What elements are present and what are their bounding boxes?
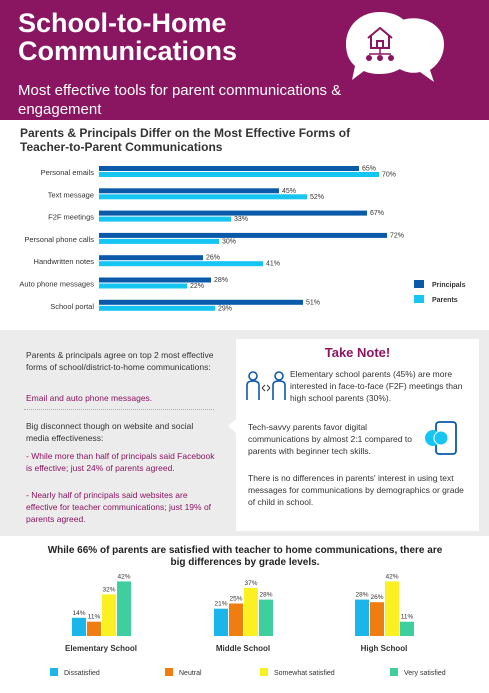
chart2-category-label: High School [361,644,408,653]
chart1-title: Parents & Principals Differ on the Most … [20,126,351,154]
chart2-legend-label: Very satisfied [404,670,446,677]
divider [24,409,214,410]
chart2-data-label: 25% [229,596,242,603]
chart1-category-label: School portal [50,302,94,311]
chart2-title: While 66% of parents are satisfied with … [47,545,443,568]
chart1-legend-label: Parents [432,297,458,304]
disconnect-point-2: - Nearly half of principals said website… [26,490,212,524]
page-title: School-to-Home Communications [18,8,238,66]
chart1-category-label: Personal emails [41,168,95,177]
chart2-legend-swatch [50,668,58,676]
chart2-bar-somewhat-satisfied [102,594,116,636]
chart2-category-label: Middle School [216,644,270,653]
chart1-bar-parents [99,194,307,200]
chart1-data-label: 67% [370,210,384,217]
chart1-bar-principals [99,277,211,283]
chart1-data-label: 30% [222,238,236,245]
chart1-data-label: 28% [214,277,228,284]
chart2-legend-label: Somewhat satisfied [274,670,335,677]
chart1-category-label: Auto phone messages [19,280,94,289]
two-people-exchange-icon [246,371,286,400]
chart1-bar-principals [99,232,387,238]
chart2-data-label: 28% [355,592,368,599]
chart2-legend-swatch [165,668,173,676]
chart2-grouped-bar: 14%11%32%42%Elementary School21%25%37%28… [50,573,446,677]
chart2-legend-label: Dissatisfied [64,670,100,677]
note-title: Take Note! [324,345,391,360]
chart2-data-label: 11% [88,614,101,621]
chart2-data-label: 14% [72,610,85,617]
disconnect-text: Big disconnect though on website and soc… [26,421,194,443]
chart2-data-label: 37% [244,580,257,587]
chart2-bar-dissatisfied [214,608,228,636]
chart2-bar-neutral [370,602,384,636]
chart1-bar-parents [99,305,215,311]
chart1-bar-parents [99,216,231,222]
chart1-data-label: 70% [382,172,396,179]
chart2-data-label: 21% [214,601,227,608]
chart2-data-label: 42% [385,573,398,580]
chart1-bar-principals [99,255,203,261]
agree-text: Parents & principals agree on top 2 most… [26,350,214,372]
chart1-legend-swatch [414,295,424,303]
chart1-bar-parents [99,283,187,289]
chart2-data-label: 11% [401,614,414,621]
chart1-data-label: 45% [282,188,296,195]
chart1-category-label: F2F meetings [48,213,94,222]
chart1-bar-principals [99,188,279,194]
chart2-bar-dissatisfied [355,599,369,636]
chart1-bar-principals [99,299,303,305]
chart2-legend-swatch [390,668,398,676]
chart1-category-label: Text message [48,190,94,199]
chart2-data-label: 26% [370,594,383,601]
chart1-data-label: 52% [310,194,324,201]
chart1-bar-principals [99,166,359,171]
house-chat-bubble-icon [346,12,444,82]
chart1-legend-swatch [414,280,424,288]
chart1-data-label: 33% [234,216,248,223]
chart1-category-label: Handwritten notes [34,257,95,266]
chart2-bar-somewhat-satisfied [244,587,258,636]
chart1-data-label: 65% [362,166,376,173]
agree-highlight: Email and auto phone messages. [26,393,153,403]
chart2-legend-label: Neutral [179,670,202,677]
disconnect-point-1: - While more than half of principals sai… [26,451,215,473]
chart2-data-label: 42% [117,573,130,580]
note-pointer [228,418,237,434]
chart2-data-label: 32% [102,586,115,593]
chart2-bar-neutral [87,621,101,636]
chart1-data-label: 22% [190,283,204,290]
chart1-bar-parents [99,172,379,177]
chart1-horizontal-bar: Personal emails 65% 70% Text message 45% 52% F… [19,166,466,313]
note-item-1: Elementary school parents (45%) are more… [290,369,463,403]
chart2-legend-swatch [260,668,268,676]
chart1-data-label: 29% [218,305,232,312]
chart1-data-label: 72% [390,232,404,239]
chart1-data-label: 51% [306,299,320,306]
chart1-data-label: 26% [206,255,220,262]
chart2-bar-somewhat-satisfied [385,581,399,636]
chart2-bar-very-satisfied [259,599,273,636]
chart1-category-label: Personal phone calls [24,235,94,244]
chart1-bar-principals [99,210,367,216]
page-subtitle: Most effective tools for parent communic… [18,82,342,118]
chart2-bar-dissatisfied [72,617,86,636]
chart1-bar-parents [99,238,219,244]
note-item-3: There is no differences in parents' inte… [248,473,464,507]
phone-chat-icon [425,421,457,455]
chart1-legend-label: Principals [432,282,466,289]
chart1-data-label: 41% [266,261,280,268]
chart2-data-label: 28% [259,592,272,599]
chart2-category-label: Elementary School [65,644,137,653]
chart2-bar-very-satisfied [400,621,414,636]
chart1-bar-parents [99,261,263,267]
chart2-bar-very-satisfied [117,581,131,636]
chart2-bar-neutral [229,603,243,636]
note-item-2: Tech-savvy parents favor digital communi… [248,422,412,456]
